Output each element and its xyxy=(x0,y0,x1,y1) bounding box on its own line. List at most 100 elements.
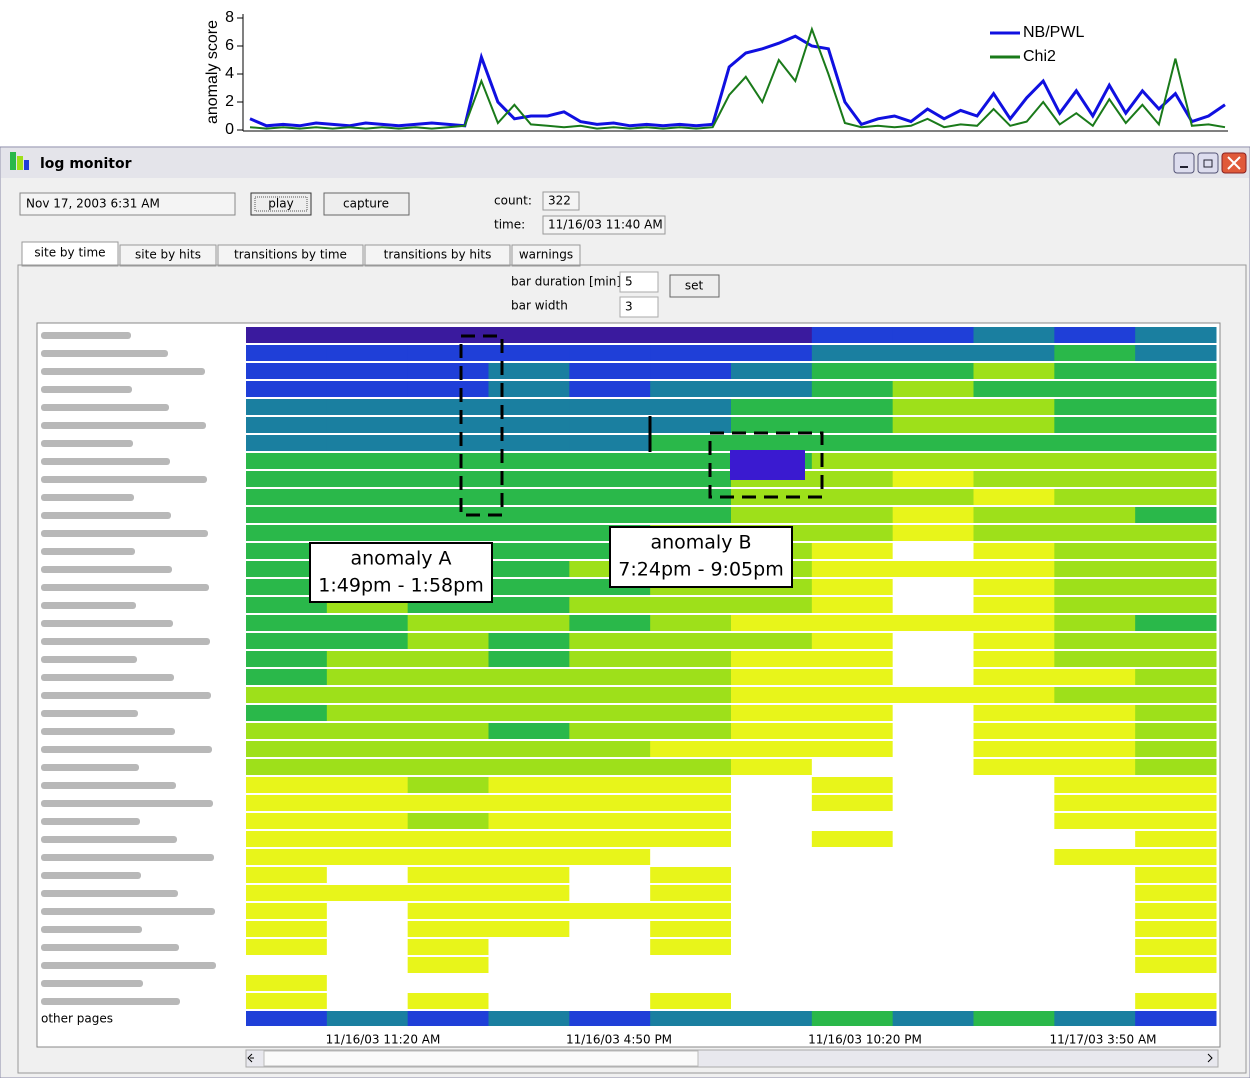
heat-cell xyxy=(407,867,489,883)
heat-cell xyxy=(326,489,409,505)
tab[interactable] xyxy=(21,241,119,267)
heat-cell xyxy=(407,903,489,919)
heat-cell xyxy=(731,795,813,811)
blurred-row-label xyxy=(41,494,134,501)
play-button[interactable] xyxy=(250,192,312,216)
heat-cell xyxy=(1135,327,1217,343)
heat-cell xyxy=(731,327,813,343)
tab[interactable] xyxy=(217,244,364,267)
heat-cell xyxy=(892,651,974,667)
heat-cell xyxy=(892,687,974,703)
capture-button[interactable] xyxy=(323,192,410,216)
heat-cell xyxy=(246,831,328,847)
heat-cell xyxy=(650,633,732,649)
heat-cell xyxy=(1135,903,1217,919)
blurred-row-label xyxy=(41,818,140,825)
heat-cell xyxy=(973,525,1055,541)
heat-cell xyxy=(488,507,570,523)
y-tick-label: 4 xyxy=(225,65,234,82)
heat-cell xyxy=(488,885,570,901)
heat-cell xyxy=(569,921,651,937)
heat-cell xyxy=(326,939,409,955)
heat-cell xyxy=(407,993,489,1009)
heat-cell xyxy=(488,525,570,541)
heat-cell xyxy=(407,435,489,451)
heat-cell xyxy=(973,921,1055,937)
heat-cell xyxy=(569,507,651,523)
heat-cell xyxy=(650,327,732,343)
heat-cell xyxy=(246,903,328,919)
tab[interactable] xyxy=(364,244,511,267)
heat-cell xyxy=(731,615,813,631)
heat-cell xyxy=(1054,381,1136,397)
time-value: 11/16/03 11:40 AM xyxy=(548,218,663,232)
heat-cell xyxy=(892,1011,974,1026)
heat-cell xyxy=(731,777,813,793)
blurred-row-label xyxy=(41,890,178,897)
heat-cell xyxy=(488,759,570,775)
tab[interactable] xyxy=(511,244,581,267)
heat-cell xyxy=(892,543,974,559)
blurred-row-label xyxy=(41,854,214,861)
app-icon xyxy=(17,156,23,170)
heat-cell xyxy=(569,417,651,433)
scroll-thumb[interactable] xyxy=(263,1050,699,1067)
heat-cell xyxy=(650,921,732,937)
heat-cell xyxy=(731,867,813,883)
blurred-row-label xyxy=(41,602,136,609)
heat-cell xyxy=(973,777,1055,793)
heat-cell xyxy=(246,975,328,991)
bar-width-value: 3 xyxy=(625,300,633,314)
set-button[interactable] xyxy=(669,274,720,298)
x-tick-label: 11/17/03 3:50 AM xyxy=(1049,1033,1156,1047)
heat-cell xyxy=(650,417,732,433)
heat-cell xyxy=(488,579,570,595)
heat-cell xyxy=(892,363,974,379)
heat-cell xyxy=(973,381,1055,397)
tab-panel xyxy=(17,264,1247,1074)
heat-cell xyxy=(246,561,328,577)
annotation-box xyxy=(309,542,493,603)
heat-cell xyxy=(731,975,813,991)
heat-cell xyxy=(1054,507,1136,523)
heat-cell xyxy=(973,723,1055,739)
annotation-box xyxy=(609,526,793,588)
heat-cell xyxy=(731,957,813,973)
blurred-row-label xyxy=(41,836,177,843)
heat-cell xyxy=(1054,867,1136,883)
date-field[interactable] xyxy=(19,192,236,216)
tab-label: site by time xyxy=(34,246,105,260)
tab[interactable] xyxy=(119,244,217,267)
capture-label: capture xyxy=(343,197,389,211)
heat-cell xyxy=(569,741,651,757)
heat-cell xyxy=(488,435,570,451)
heat-cell xyxy=(811,597,894,613)
scroll-right[interactable] xyxy=(1207,1053,1213,1063)
heat-cell xyxy=(1054,921,1136,937)
heat-cell xyxy=(1054,579,1136,595)
heat-cell xyxy=(811,435,894,451)
bar-width-input[interactable] xyxy=(619,296,659,318)
heat-cell xyxy=(973,903,1055,919)
heat-cell xyxy=(1135,759,1217,775)
heat-cell xyxy=(569,1011,651,1026)
blurred-row-label xyxy=(41,422,206,429)
bar-duration-input[interactable] xyxy=(619,271,659,293)
heat-cell xyxy=(811,633,894,649)
minimize-button[interactable] xyxy=(1173,152,1195,174)
heat-cell xyxy=(569,399,651,415)
heat-cell xyxy=(731,993,813,1009)
heat-cell xyxy=(407,399,489,415)
heat-cell xyxy=(892,885,974,901)
annotations: anomaly A 1:49pm - 1:58pm anomaly B 7:24pm … xyxy=(309,334,824,603)
heat-cell xyxy=(1054,633,1136,649)
heat-cell xyxy=(650,1011,732,1026)
heat-cell xyxy=(811,507,894,523)
heat-cell xyxy=(650,345,732,361)
restore-button[interactable] xyxy=(1197,152,1219,174)
heat-cell xyxy=(650,741,732,757)
heat-cell xyxy=(973,561,1055,577)
blurred-row-label xyxy=(41,512,171,519)
scroll-left[interactable] xyxy=(247,1053,254,1063)
heat-cell xyxy=(650,363,732,379)
